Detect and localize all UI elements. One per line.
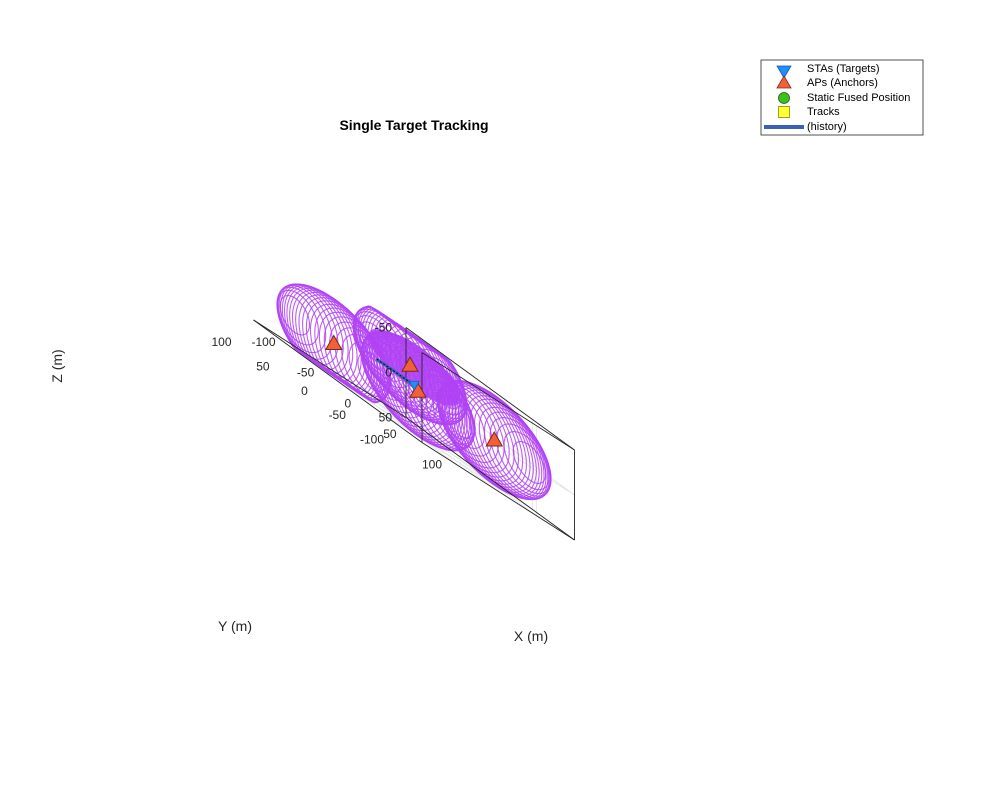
legend-ap-icon xyxy=(776,75,792,89)
x-tick-label: -100 xyxy=(251,335,275,349)
z-tick-label: -50 xyxy=(375,321,393,335)
axes-edge xyxy=(405,327,575,451)
range-sphere-ring xyxy=(367,335,461,400)
legend: STAs (Targets) APs (Anchors) Static Fuse… xyxy=(760,59,924,136)
range-sphere-ring xyxy=(370,329,458,390)
axes-edge xyxy=(253,319,423,443)
anchor-marker xyxy=(401,356,419,372)
y-tick-label: 100 xyxy=(211,335,231,349)
anchor-marker xyxy=(485,430,504,447)
y-tick-label: 0 xyxy=(301,384,308,398)
x-tick-label: 100 xyxy=(422,458,442,472)
legend-label-history: (history) xyxy=(807,121,847,133)
track-history-line xyxy=(375,357,416,387)
x-axis-label: X (m) xyxy=(514,628,548,644)
x-tick-label: 0 xyxy=(344,396,351,410)
range-sphere-ring xyxy=(368,337,461,401)
legend-fused-icon xyxy=(778,92,790,104)
legend-label-stas: STAs (Targets) xyxy=(807,63,880,75)
legend-label-fused: Static Fused Position xyxy=(807,92,910,104)
y-tick-label: 50 xyxy=(256,359,270,373)
y-axis-label: Y (m) xyxy=(218,618,252,634)
x-tick-label: -50 xyxy=(297,366,315,380)
axes-edge xyxy=(421,442,575,541)
legend-sta-icon xyxy=(776,65,792,79)
range-sphere-ring xyxy=(438,389,485,449)
range-sphere-ring xyxy=(457,389,543,499)
range-sphere-ring xyxy=(352,308,415,389)
z-axis-label: Z (m) xyxy=(49,349,65,382)
range-sphere-ring xyxy=(454,387,540,497)
range-sphere-ring xyxy=(348,341,391,398)
range-sphere-ring xyxy=(368,333,461,398)
legend-tracks-icon xyxy=(778,106,790,118)
axes-edge xyxy=(405,417,575,541)
range-sphere-ring xyxy=(368,332,460,396)
data-markers xyxy=(324,334,504,447)
range-sphere-ring xyxy=(369,331,460,394)
axes-edge xyxy=(253,319,407,418)
range-sphere-ring xyxy=(323,316,390,404)
axes-edge xyxy=(421,352,575,451)
x-tick-label: 50 xyxy=(383,427,397,441)
z-tick-label: 50 xyxy=(379,411,393,425)
y-tick-label: -100 xyxy=(360,433,384,447)
legend-label-aps: APs (Anchors) xyxy=(807,77,878,89)
axes-box xyxy=(253,319,575,541)
y-tick-label: -50 xyxy=(329,408,347,422)
legend-label-tracks: Tracks xyxy=(807,106,840,118)
range-sphere-ring xyxy=(353,311,409,382)
z-tick-label: 0 xyxy=(385,366,392,380)
chart-title: Single Target Tracking xyxy=(339,117,488,133)
range-sphere-ring xyxy=(443,380,527,488)
range-sphere-ring xyxy=(446,381,531,491)
range-spheres xyxy=(276,283,552,501)
range-sphere-ring xyxy=(465,395,547,500)
anchor-marker xyxy=(324,334,343,350)
target-marker xyxy=(408,380,420,392)
